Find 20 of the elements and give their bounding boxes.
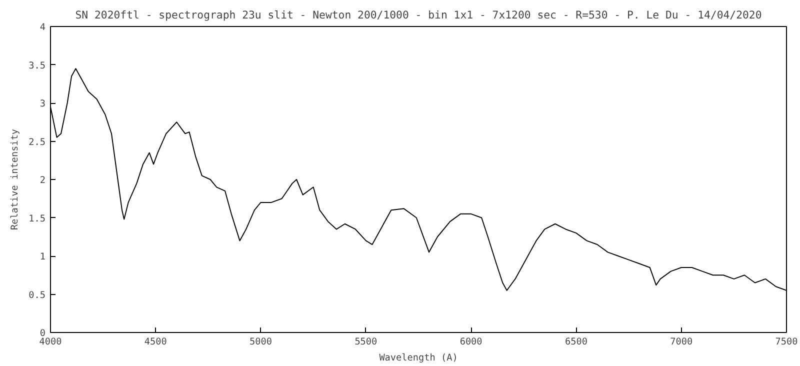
x-tick-label: 6500 [564, 336, 588, 348]
y-tick-label: 4 [40, 22, 46, 33]
y-tick-label: 1 [40, 252, 46, 262]
y-tick-label: 2.5 [28, 136, 46, 148]
x-axis-title: Wavelength (A) [379, 352, 458, 364]
x-tick-label: 7500 [775, 336, 798, 348]
x-tick-label: 4500 [144, 336, 168, 348]
x-tick-label: 6000 [460, 336, 483, 348]
y-tick-label: 0 [40, 328, 46, 339]
x-tick-label: 7000 [670, 336, 693, 348]
x-tick-label: 5000 [250, 336, 272, 348]
y-tick-label: 3 [40, 98, 46, 110]
y-tick-label: 1.5 [28, 213, 46, 224]
y-tick-label: 2 [40, 175, 46, 186]
x-tick-label: 5500 [354, 336, 378, 348]
y-axis-title: Relative intensity [10, 128, 21, 230]
x-tick-label: 4000 [39, 336, 62, 348]
chart-title: SN 2020ftl - spectrograph 23u slit - Newton 200/1000 - bin 1x1 - 7x1200 sec - R=530 - P. Le Du - 14/04/2020 [75, 8, 762, 22]
y-tick-label: 0.5 [28, 290, 46, 301]
y-tick-label: 3.5 [28, 60, 46, 72]
